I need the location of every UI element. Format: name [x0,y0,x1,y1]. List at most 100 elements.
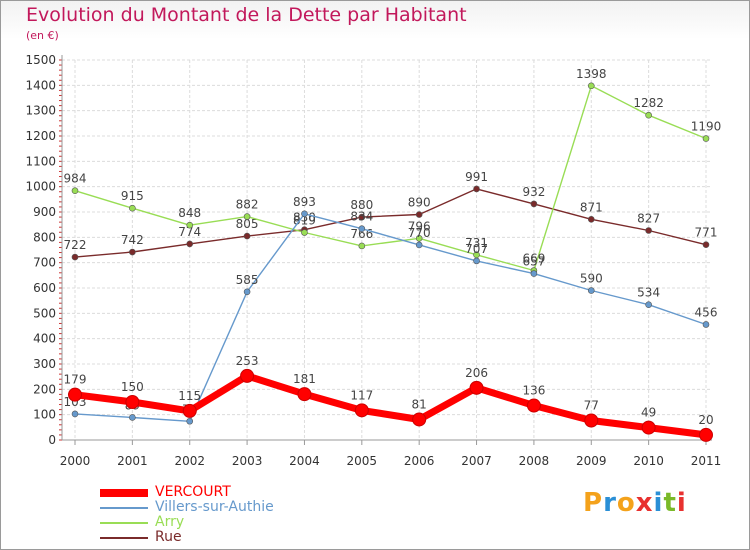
data-label: 115 [178,389,201,403]
data-label: 984 [64,172,87,186]
data-label: 805 [236,217,259,231]
data-label: 742 [121,233,144,247]
y-tick-label: 800 [33,230,56,244]
x-tick-label: 2005 [347,454,378,468]
data-point [297,387,312,402]
data-point [645,111,652,119]
y-tick-label: 1200 [25,129,56,143]
x-tick-label: 2006 [404,454,435,468]
data-point [240,368,255,383]
plot-area [62,60,712,440]
series-line [74,85,707,272]
data-label: 206 [465,366,488,380]
data-point [702,241,710,248]
data-label: 771 [695,226,718,240]
data-label: 669 [522,252,545,266]
logo-letter: x [635,488,654,518]
data-point [587,82,595,90]
data-point [243,288,251,296]
data-point [469,380,484,395]
data-point [358,242,366,250]
data-label: 1398 [576,67,607,81]
data-point [301,229,308,236]
series-line [71,372,710,439]
data-point [129,414,136,421]
data-label: 915 [121,189,144,203]
y-tick-label: 1500 [25,53,56,67]
legend-item: Villers-sur-Authie [100,500,274,515]
y-tick-label: 400 [33,332,56,346]
series-line [74,213,707,422]
data-label: 150 [121,380,144,394]
data-label: 1190 [691,120,722,134]
data-label: 1282 [633,96,664,110]
data-point [129,248,136,256]
x-tick-label: 2007 [461,454,492,468]
legend-item: Arry [100,515,274,530]
y-tick-label: 600 [33,281,56,295]
data-point [645,227,652,234]
data-point [243,213,251,220]
y-tick-label: 1300 [25,104,56,118]
y-tick-label: 200 [33,382,56,396]
x-tick-label: 2010 [633,454,664,468]
series-vercourt: 179 150 115 253 181 117 81 206 136 77 49 20 [64,354,714,442]
data-label: 585 [236,273,259,287]
data-point [645,301,652,309]
data-point [473,185,480,193]
x-tick-label: 2002 [174,454,205,468]
data-point [587,216,595,223]
y-tick-label: 500 [33,306,56,320]
logo-letter: i [653,488,664,518]
data-point [530,270,538,277]
data-label: 77 [584,398,599,412]
data-label: 882 [236,198,259,212]
data-point [412,412,427,427]
data-label: 770 [408,226,431,240]
data-label: 722 [64,238,87,252]
data-label: 136 [522,384,545,398]
data-label: 117 [350,388,373,402]
legend-swatch [100,536,148,539]
x-tick-label: 2001 [117,454,148,468]
legend-item: VERCOURT [100,485,274,500]
data-label: 81 [412,397,427,411]
data-label: 871 [580,200,603,214]
data-label: 893 [293,195,316,209]
logo-letter: i [676,488,687,518]
y-tick-label: 0 [48,433,56,447]
data-label: 181 [293,372,316,386]
x-tick-label: 2004 [289,454,320,468]
data-point [358,225,366,233]
x-tick-label: 2008 [519,454,550,468]
series-villers-sur-authie: 1038974585893834770707657590534456 [64,195,717,425]
data-label: 880 [350,198,373,212]
data-label: 657 [522,255,545,269]
logo-letter: o [616,488,636,518]
data-point [71,187,79,195]
data-label: 179 [64,373,87,387]
data-point [358,213,366,221]
x-tick-label: 2000 [60,454,91,468]
legend-swatch [100,506,148,509]
data-label: 848 [178,206,201,220]
data-point [186,221,194,229]
logo-letter: r [603,488,617,518]
chart-legend: VERCOURT Villers-sur-Authie Arry Rue [100,485,274,545]
data-point [587,287,595,294]
data-label: 991 [465,170,488,184]
data-label: 707 [465,242,488,256]
y-tick-label: 1400 [25,78,56,92]
legend-swatch [100,521,148,524]
data-point [415,211,423,218]
data-label: 49 [641,406,656,420]
y-tick-label: 300 [33,357,56,371]
data-label: 253 [236,354,259,368]
data-point [68,387,82,402]
y-tick-label: 100 [33,408,56,422]
data-label: 796 [408,219,431,233]
legend-label: Villers-sur-Authie [155,499,274,515]
data-label: 534 [637,286,660,300]
chart-unit: (en €) [26,29,59,42]
